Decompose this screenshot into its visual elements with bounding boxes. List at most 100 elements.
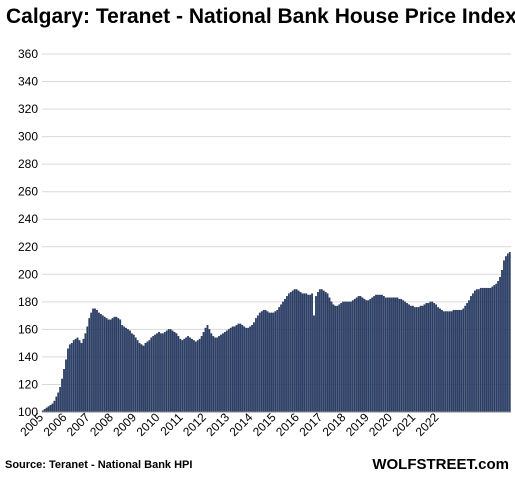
bar [193,340,195,413]
bar [173,331,176,413]
bar [402,300,405,413]
bar [479,287,482,413]
bar [49,404,52,413]
y-tick-label: 120 [18,377,38,391]
bar [388,297,391,413]
bar [239,323,242,413]
bar [297,290,300,413]
bar [417,307,420,413]
bar [464,305,467,413]
y-tick-label: 200 [18,267,38,281]
bar [156,333,158,413]
bar [241,325,244,413]
x-tick-label: 2007 [64,410,93,439]
bar [340,303,343,413]
bar [444,311,447,413]
bar [142,345,145,413]
y-tick-label: 300 [18,130,38,144]
bar [175,333,178,413]
bar [491,286,494,413]
bar [421,305,424,413]
bar [505,256,507,413]
bar [278,307,281,413]
bar [326,293,329,413]
bar [349,301,352,413]
bar [196,340,199,413]
y-tick-label: 240 [18,212,38,226]
bar [309,294,312,413]
bar [280,304,282,413]
bar [272,312,275,413]
bar [204,327,207,413]
bar [105,318,108,413]
x-tick-label: 2019 [343,410,372,439]
bar [332,304,335,413]
bar [270,312,273,413]
bar [373,296,375,413]
bar [138,342,141,413]
bar [247,327,250,413]
bar [96,309,98,413]
bar [506,253,509,413]
x-tick-label: 2022 [413,410,442,439]
bar [344,301,346,413]
bar [493,285,496,413]
bar [136,340,139,413]
bar [303,293,306,413]
bar [448,311,451,413]
bar [355,297,358,413]
bar [437,307,439,413]
bar [450,311,453,413]
bar [317,292,319,413]
y-tick-label: 160 [18,322,38,336]
bar [301,293,304,413]
bar [348,301,350,413]
x-tick-label: 2015 [250,410,279,439]
bar [429,301,432,413]
bar [229,327,232,413]
bar [90,312,93,413]
bar [380,294,383,413]
bar [260,311,263,413]
bar [262,309,265,413]
bar [501,270,503,413]
bar [320,289,323,413]
bar [235,325,238,413]
bar [191,338,193,413]
bar [253,322,255,413]
bar [55,396,58,413]
bar [63,369,65,413]
bar [419,305,422,413]
watermark-brand: WOLFSTREET.com [372,456,509,473]
bar [266,311,269,413]
bar [169,329,172,413]
bar [291,290,294,413]
bar [346,301,348,413]
bar [256,315,259,413]
bar [483,287,486,413]
bar [84,333,87,413]
bar [474,290,476,413]
bar [415,307,418,413]
bar [245,327,248,413]
bar [462,308,465,413]
bar [78,340,81,413]
bar [111,318,114,413]
bar [371,297,374,413]
bar [336,305,339,413]
bar [456,309,459,413]
bar [441,309,443,413]
bar [338,304,341,413]
bar [406,303,408,413]
bar [101,315,104,413]
x-tick-label: 2014 [227,410,256,439]
bar [286,296,288,413]
bar [318,289,321,413]
x-tick-label: 2009 [110,410,139,439]
bar [452,309,455,413]
bar [410,305,412,413]
bar [427,303,430,413]
x-tick-label: 2011 [157,410,185,438]
y-tick-label: 320 [18,102,38,116]
bar [475,289,478,413]
